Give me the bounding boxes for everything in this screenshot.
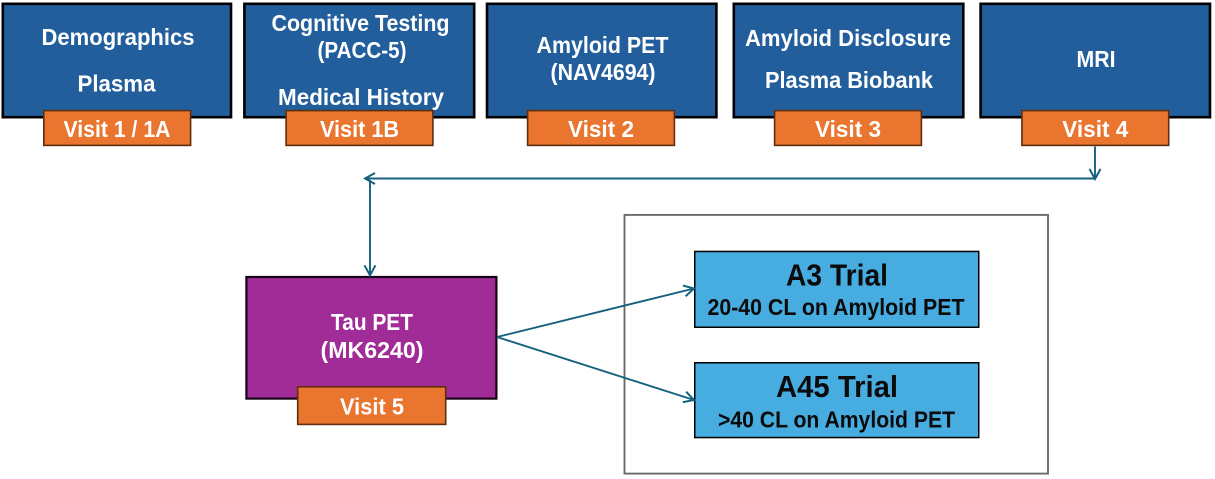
- svg-text:Visit 1B: Visit 1B: [320, 116, 399, 142]
- svg-text:Visit 3: Visit 3: [815, 116, 881, 142]
- svg-text:A3 Trial: A3 Trial: [786, 259, 888, 293]
- svg-text:Visit 5: Visit 5: [340, 394, 404, 420]
- svg-text:Cognitive Testing: Cognitive Testing: [272, 10, 450, 36]
- svg-text:Medical History: Medical History: [278, 84, 444, 110]
- svg-text:Visit 1 / 1A: Visit 1 / 1A: [64, 116, 171, 142]
- svg-text:(NAV4694): (NAV4694): [551, 59, 656, 85]
- svg-text:Plasma: Plasma: [78, 70, 157, 96]
- svg-text:A45 Trial: A45 Trial: [776, 370, 898, 404]
- svg-text:Visit 2: Visit 2: [568, 116, 634, 142]
- svg-text:(PACC-5): (PACC-5): [318, 37, 407, 63]
- svg-text:Demographics: Demographics: [42, 24, 195, 50]
- svg-text:>40 CL on Amyloid PET: >40 CL on Amyloid PET: [718, 406, 955, 432]
- svg-text:Tau PET: Tau PET: [331, 309, 414, 335]
- svg-text:20-40 CL on Amyloid PET: 20-40 CL on Amyloid PET: [708, 294, 965, 320]
- svg-text:MRI: MRI: [1077, 46, 1116, 72]
- svg-text:Visit 4: Visit 4: [1062, 116, 1128, 142]
- svg-text:(MK6240): (MK6240): [321, 337, 424, 363]
- svg-text:Amyloid PET: Amyloid PET: [537, 32, 670, 58]
- svg-text:Plasma Biobank: Plasma Biobank: [765, 67, 934, 93]
- svg-text:Amyloid Disclosure: Amyloid Disclosure: [745, 25, 951, 51]
